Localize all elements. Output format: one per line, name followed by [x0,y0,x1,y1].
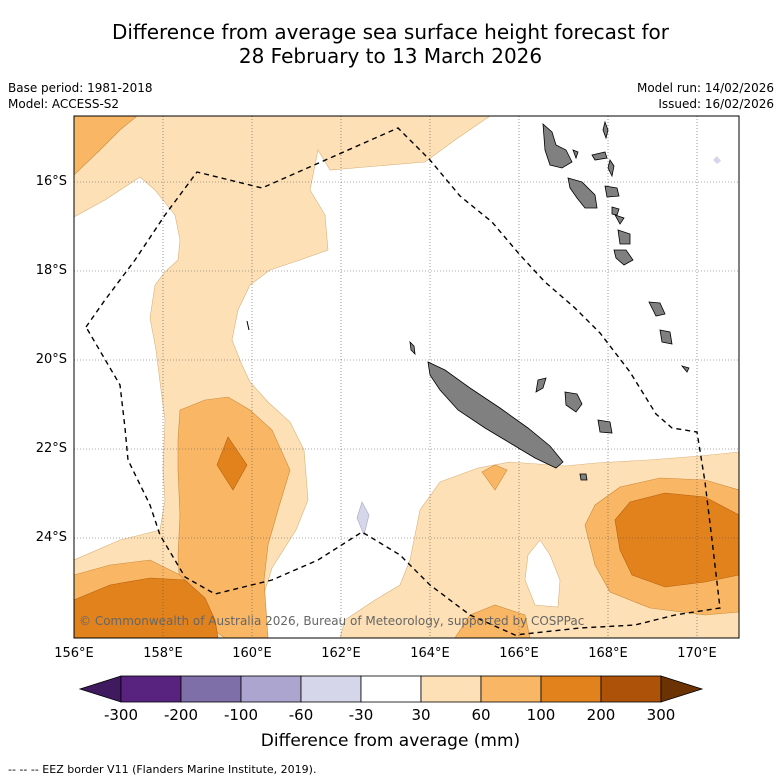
colorbar-tick: 200 [586,706,616,724]
mare-island [597,419,613,434]
colorbar-segment [540,675,602,703]
espiritu-santo [542,123,573,169]
ambae-island [591,151,608,161]
graticule [74,116,739,638]
lat-label: 22°S [35,441,67,456]
contour-60-100-spot [481,464,508,491]
lat-label: 24°S [35,530,67,545]
colorbar-extend-high [660,675,704,703]
colorbar-segment [420,675,482,703]
lat-label: 16°S [35,174,67,189]
malo-island [572,149,579,160]
chesterfield-reef [246,320,250,331]
base-period-text: Base period: 1981-2018 [8,81,153,95]
lifou-island [564,391,583,413]
colorbar-extend-low [78,675,122,703]
shepherd-islands [614,214,625,225]
lon-label: 164°E [410,646,450,661]
vanuatu-land [542,120,690,373]
lon-label: 170°E [677,646,717,661]
contour-100-200-west [216,436,248,491]
lon-label: 160°E [232,646,272,661]
map-frame [73,115,740,639]
lon-label: 158°E [143,646,183,661]
colorbar-segment [480,675,542,703]
colorbar-segment [120,675,182,703]
contour-100-200-east [614,492,739,588]
colorbar-tick: 100 [526,706,556,724]
new-caledonia-land [409,340,613,481]
colorbar-segment [360,675,422,703]
contour-100-200-southwest [74,577,219,638]
malakula-island [567,177,598,209]
ouvea-island [535,377,547,393]
map-plot-area [74,116,739,638]
model-run-text: Model run: 14/02/2026 [636,81,774,95]
colorbar-tick: -200 [163,706,199,724]
epi-island [611,206,620,216]
lat-label: 20°S [35,352,67,367]
contour-neg-30-60 [356,501,370,536]
colorbar-tick: 300 [646,706,676,724]
colorbar-label: Difference from average (mm) [260,731,521,751]
contour-60-100-northwest [74,116,138,176]
copyright-text: © Commonwealth of Australia 2026, Bureau… [79,614,585,628]
colorbar-tick: -30 [348,706,374,724]
contour-neg-small [713,156,721,164]
colorbar-segment [600,675,662,703]
colorbar-tick: 60 [471,706,491,724]
colorbar-segment [180,675,242,703]
issued-text: Issued: 16/02/2026 [658,97,774,111]
colorbar-tick: -60 [288,706,314,724]
tanna-island [648,301,666,317]
futuna-island [680,365,690,373]
lon-label: 168°E [588,646,628,661]
aneityum-island [659,329,673,345]
efate-island [617,229,631,245]
eez-border [85,127,721,636]
eez-legend-text: -- -- -- EEZ border V11 (Flanders Marine… [8,763,317,776]
map-title-line-2: 28 February to 13 March 2026 [238,44,543,68]
pentecost-island [607,159,615,178]
erromango-island [613,249,634,266]
isle-of-pines [579,473,588,481]
model-text: Model: ACCESS-S2 [8,97,120,111]
lon-label: 156°E [54,646,94,661]
belep-islands [409,340,416,356]
map-title-line-1: Difference from average sea surface heig… [111,20,670,44]
colorbar [78,675,704,703]
lon-label: 162°E [321,646,361,661]
colorbar-tick: -100 [223,706,259,724]
contour-60-100-south [454,604,531,638]
maewo-island [602,120,609,140]
new-caledonia-mainland [427,361,564,469]
colorbar-tick: -300 [103,706,139,724]
contour-0-30-southeast [524,539,561,608]
lat-label: 18°S [35,263,67,278]
ambrym-island [604,185,620,198]
contour-0-30-northwest [74,176,181,561]
colorbar-segment [300,675,362,703]
contour-60-100-west [177,396,291,638]
lon-label: 166°E [499,646,539,661]
colorbar-tick: 30 [411,706,431,724]
colorbar-segment [240,675,302,703]
